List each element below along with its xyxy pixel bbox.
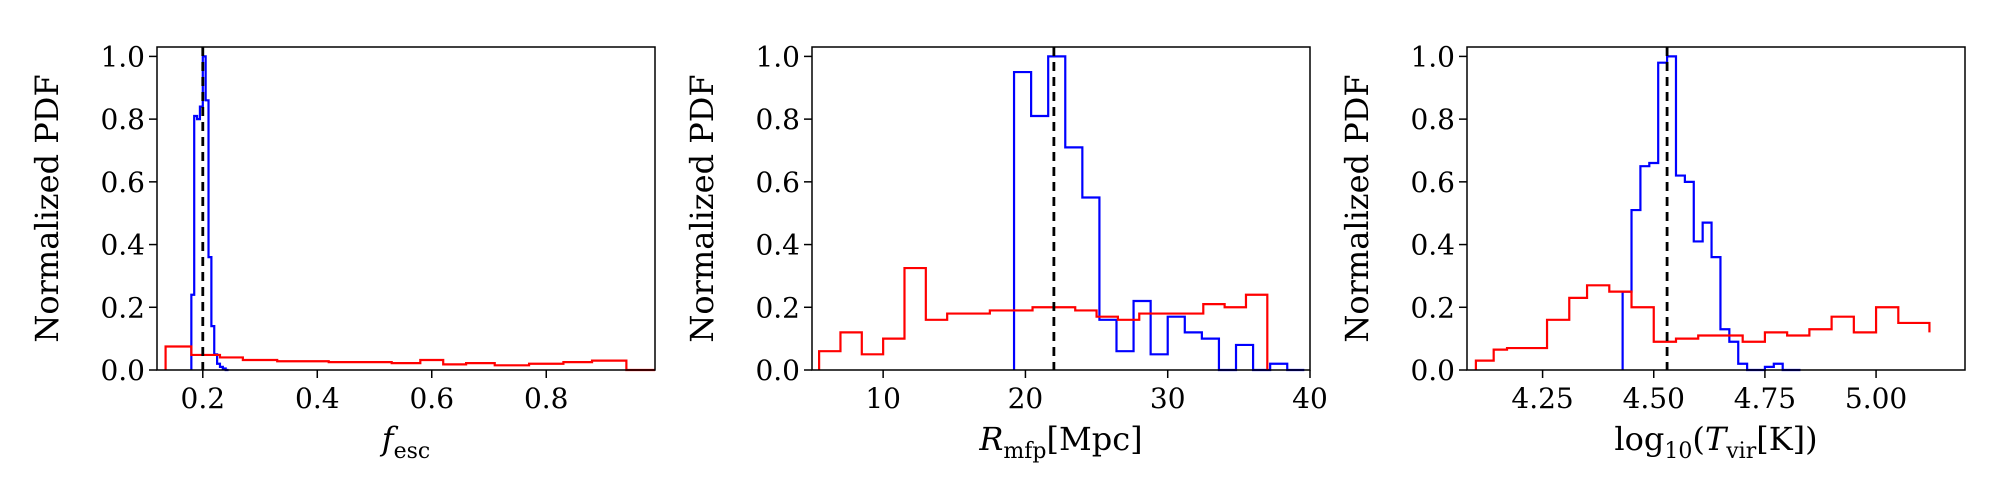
x-label-subscript: mfp [1003,439,1046,464]
x-tick-label: 0.4 [295,382,340,415]
x-tick-label: 5.00 [1845,382,1907,415]
y-tick-label: 0.8 [1410,103,1455,136]
y-tick-label: 1.0 [100,40,145,73]
y-tick-label: 0.6 [100,166,145,199]
axes-frame [156,46,656,371]
blue-histogram-series [1012,55,1305,372]
red-histogram-series [1474,284,1931,370]
y-tick-label: 0.0 [100,354,145,387]
y-tick-label: 0.6 [755,166,800,199]
x-tick-label: 0.2 [181,382,226,415]
y-tick-label: 1.0 [1410,40,1455,73]
x-tick-label: 10 [865,382,901,415]
y-tick-label: 0.4 [1410,229,1455,262]
y-tick-label: 0.0 [1410,354,1455,387]
y-tick-label: 0.8 [100,103,145,136]
red-histogram-series [818,266,1269,370]
x-tick-label: 40 [1292,382,1328,415]
x-label-unit: [Mpc] [1047,420,1143,458]
x-tick-label: 20 [1008,382,1044,415]
x-tick-label: 0.8 [524,382,569,415]
x-label-prefix: log [1614,420,1664,458]
x-axis-label: fesc [380,420,430,464]
blue-histogram-series [1621,55,1801,372]
x-tick-label: 4.25 [1511,382,1573,415]
x-label-symbol: R [978,420,1003,458]
x-label-unit: [K]) [1756,420,1817,458]
panel-fesc: 0.0 0.2 0.4 0.6 0.8 1.0 0.2 0.4 0.6 0.8 Normalized… [28,40,656,464]
x-tick-label: 30 [1150,382,1186,415]
x-label-prefix-sub: 10 [1664,439,1692,464]
x-label-subscript: esc [394,439,431,464]
x-label-paren: ( [1692,420,1704,458]
y-tick-label: 0.4 [100,229,145,262]
blue-histogram-series [190,55,229,372]
x-tick-label: 4.75 [1734,382,1796,415]
y-tick-label: 0.2 [100,291,145,324]
red-histogram-series [164,345,655,372]
y-axis-label: Normalized PDF [1338,74,1376,342]
x-axis-label: Rmfp[Mpc] [978,420,1142,464]
y-tick-label: 0.8 [755,103,800,136]
y-tick-label: 1.0 [755,40,800,73]
y-axis-label: Normalized PDF [28,74,66,342]
x-label-subscript: vir [1725,439,1756,464]
x-tick-label: 0.6 [409,382,454,415]
y-tick-label: 0.0 [755,354,800,387]
y-axis-label: Normalized PDF [683,74,721,342]
panel-rmfp: 0.0 0.2 0.4 0.6 0.8 1.0 10 20 30 40 Normalized PDF… [683,40,1328,464]
y-tick-label: 0.2 [1410,291,1455,324]
axes-frame [811,46,1311,371]
panel-tvir: 0.0 0.2 0.4 0.6 0.8 1.0 4.25 4.50 4.75 5.00 Normal… [1338,40,1966,464]
x-axis-label: log10(Tvir[K]) [1614,420,1817,464]
y-tick-label: 0.4 [755,229,800,262]
x-label-symbol: T [1705,420,1729,458]
x-tick-label: 4.50 [1623,382,1685,415]
y-tick-label: 0.6 [1410,166,1455,199]
y-tick-label: 0.2 [755,291,800,324]
axes-frame [1466,46,1966,371]
